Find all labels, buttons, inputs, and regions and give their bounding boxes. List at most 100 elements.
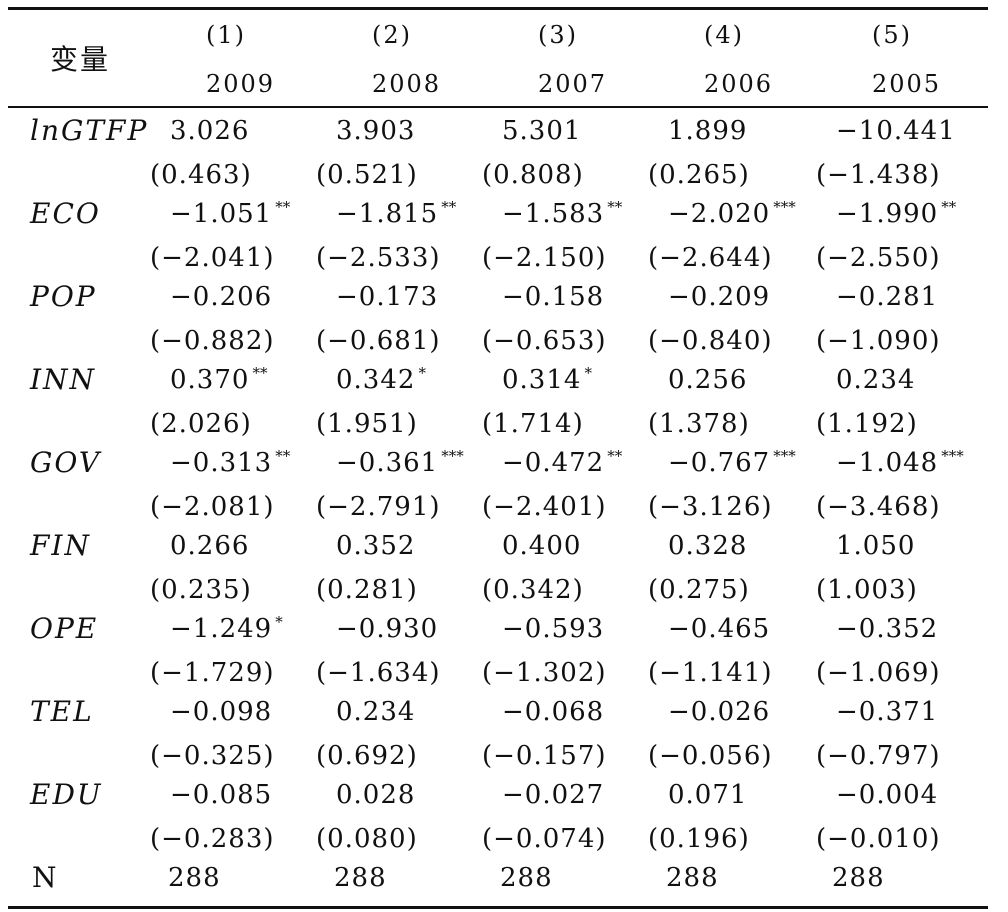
coefficient-value: −0.027 <box>502 780 605 810</box>
coefficient-value: −2.020 <box>668 199 771 229</box>
variable-name: lnGTFP <box>30 114 149 147</box>
t-statistic-cell: (−0.840) <box>648 326 773 356</box>
header-rule <box>8 106 988 108</box>
t-statistic-cell: (−1.069) <box>816 658 941 688</box>
significance-stars: *** <box>441 447 464 465</box>
variable-name: TEL <box>30 695 94 728</box>
coefficient-cell: −0.068 <box>502 697 607 727</box>
column-year-header: 2008 <box>372 70 442 98</box>
coefficient-value: 0.028 <box>336 780 416 810</box>
coefficient-cell: −1.583 ** <box>502 199 622 229</box>
t-statistic-cell: (1.714) <box>482 409 584 439</box>
coefficient-value: −0.472 <box>502 448 605 478</box>
coefficient-cell: 0.234 <box>836 365 918 395</box>
coefficient-value: −1.815 <box>336 199 439 229</box>
significance-stars: * <box>418 364 426 382</box>
coefficient-value: 0.266 <box>170 531 250 561</box>
t-statistic-cell: (−2.041) <box>150 243 275 273</box>
coefficient-cell: −0.027 <box>502 780 607 810</box>
coefficient-value: 0.328 <box>668 531 748 561</box>
n-value: 288 <box>500 863 553 893</box>
t-statistic-cell: (0.463) <box>150 160 252 190</box>
coefficient-value: 1.899 <box>668 116 748 146</box>
t-statistic-cell: (1.192) <box>816 409 918 439</box>
coefficient-value: −0.098 <box>170 697 273 727</box>
coefficient-cell: −0.173 <box>336 282 441 312</box>
t-statistic-cell: (−1.634) <box>316 658 441 688</box>
coefficient-value: −0.206 <box>170 282 273 312</box>
t-statistic-cell: (−0.653) <box>482 326 607 356</box>
coefficient-value: −0.361 <box>336 448 439 478</box>
coefficient-cell: −0.930 <box>336 614 441 644</box>
coefficient-cell: 0.266 <box>170 531 252 561</box>
coefficient-cell: 3.903 <box>336 116 418 146</box>
t-statistic-cell: (−0.283) <box>150 824 275 854</box>
t-statistic-cell: (0.342) <box>482 575 584 605</box>
t-statistic-cell: (1.003) <box>816 575 918 605</box>
coefficient-value: −0.465 <box>668 614 771 644</box>
t-statistic-cell: (0.692) <box>316 741 418 771</box>
coefficient-cell: −0.026 <box>668 697 773 727</box>
coefficient-cell: −0.098 <box>170 697 275 727</box>
coefficient-value: 0.342 <box>336 365 416 395</box>
coefficient-value: 0.400 <box>502 531 582 561</box>
coefficient-cell: −0.472 ** <box>502 448 622 478</box>
coefficient-cell: 0.314 * <box>502 365 592 395</box>
coefficient-value: 1.050 <box>836 531 916 561</box>
coefficient-value: −1.583 <box>502 199 605 229</box>
significance-stars: ** <box>441 198 457 216</box>
significance-stars: ** <box>941 198 957 216</box>
coefficient-cell: −0.209 <box>668 282 773 312</box>
coefficient-cell: −0.465 <box>668 614 773 644</box>
coefficient-cell: −0.361 *** <box>336 448 464 478</box>
coefficient-value: −0.352 <box>836 614 939 644</box>
coefficient-value: 5.301 <box>502 116 582 146</box>
t-statistic-cell: (−1.729) <box>150 658 275 688</box>
t-statistic-cell: (0.080) <box>316 824 418 854</box>
coefficient-value: 0.314 <box>502 365 582 395</box>
coefficient-cell: 1.050 <box>836 531 918 561</box>
coefficient-cell: 0.028 <box>336 780 418 810</box>
coefficient-value: −0.209 <box>668 282 771 312</box>
coefficient-cell: 0.328 <box>668 531 750 561</box>
column-number-header: (5) <box>872 21 912 49</box>
coefficient-cell: −10.441 <box>836 116 959 146</box>
n-value: 288 <box>168 863 221 893</box>
significance-stars: ** <box>275 198 291 216</box>
t-statistic-cell: (−0.157) <box>482 741 607 771</box>
significance-stars: ** <box>607 198 623 216</box>
t-statistic-cell: (−0.681) <box>316 326 441 356</box>
n-value: 288 <box>334 863 387 893</box>
coefficient-cell: −2.020 *** <box>668 199 796 229</box>
coefficient-cell: −0.281 <box>836 282 941 312</box>
variable-name: OPE <box>30 612 99 645</box>
t-statistic-cell: (0.196) <box>648 824 750 854</box>
bottom-rule <box>8 906 988 909</box>
coefficient-value: −1.990 <box>836 199 939 229</box>
t-statistic-cell: (−1.141) <box>648 658 773 688</box>
variable-name: ECO <box>30 197 101 230</box>
t-statistic-cell: (−2.644) <box>648 243 773 273</box>
coefficient-cell: 0.400 <box>502 531 584 561</box>
variable-name: EDU <box>30 778 103 811</box>
t-statistic-cell: (−0.797) <box>816 741 941 771</box>
significance-stars: ** <box>607 447 623 465</box>
coefficient-value: −1.249 <box>170 614 273 644</box>
t-statistic-cell: (−2.791) <box>316 492 441 522</box>
t-statistic-cell: (2.026) <box>150 409 252 439</box>
column-year-header: 2007 <box>538 70 608 98</box>
coefficient-cell: −1.048 *** <box>836 448 964 478</box>
coefficient-cell: 5.301 <box>502 116 584 146</box>
significance-stars: *** <box>773 198 796 216</box>
coefficient-cell: −1.815 ** <box>336 199 456 229</box>
t-statistic-cell: (−0.056) <box>648 741 773 771</box>
coefficient-value: −0.173 <box>336 282 439 312</box>
t-statistic-cell: (−2.550) <box>816 243 941 273</box>
t-statistic-cell: (0.265) <box>648 160 750 190</box>
t-statistic-cell: (0.235) <box>150 575 252 605</box>
coefficient-cell: −0.313 ** <box>170 448 290 478</box>
variable-header: 变量 <box>50 43 111 76</box>
coefficient-cell: 0.071 <box>668 780 750 810</box>
t-statistic-cell: (1.378) <box>648 409 750 439</box>
coefficient-value: 3.026 <box>170 116 250 146</box>
